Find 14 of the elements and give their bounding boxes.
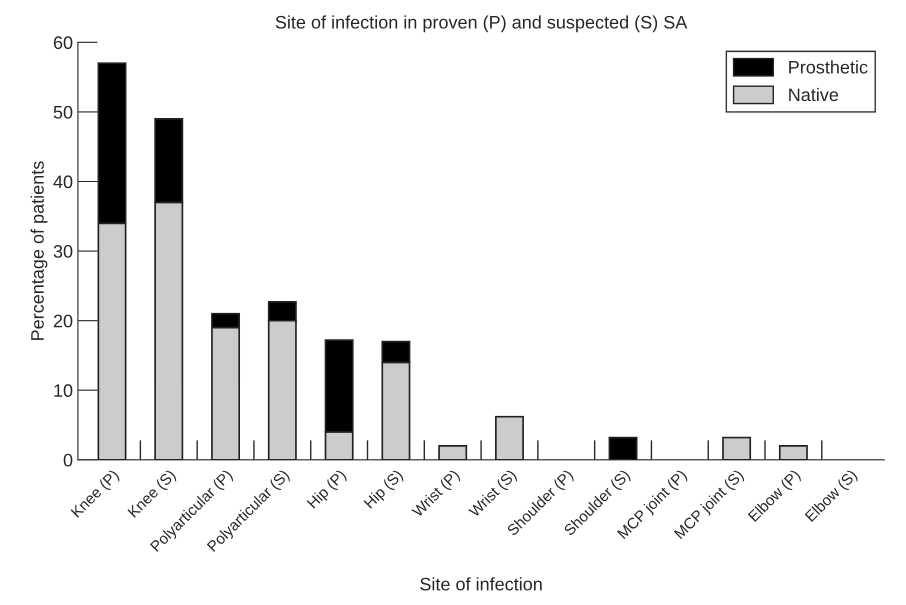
legend-label: Native xyxy=(789,88,838,102)
y-tick-label: 40 xyxy=(53,175,72,188)
y-axis-title: Percentage of patients xyxy=(30,161,48,340)
y-tick-label: 0 xyxy=(64,454,72,467)
y-tick-label: 60 xyxy=(54,36,72,50)
x-tick-label: Hip (S) xyxy=(363,468,406,511)
x-axis-title: Site of infection xyxy=(420,577,542,591)
legend-label: Prosthetic xyxy=(789,60,868,74)
chart-title: Site of infection in proven (P) and suspected (S) SA xyxy=(276,15,688,32)
y-tick-label: 10 xyxy=(54,384,72,397)
x-tick-label: Hip (P) xyxy=(306,468,349,511)
y-tick-label: 30 xyxy=(54,245,72,258)
y-tick-label: 50 xyxy=(54,106,72,119)
y-tick-label: 20 xyxy=(54,314,72,328)
